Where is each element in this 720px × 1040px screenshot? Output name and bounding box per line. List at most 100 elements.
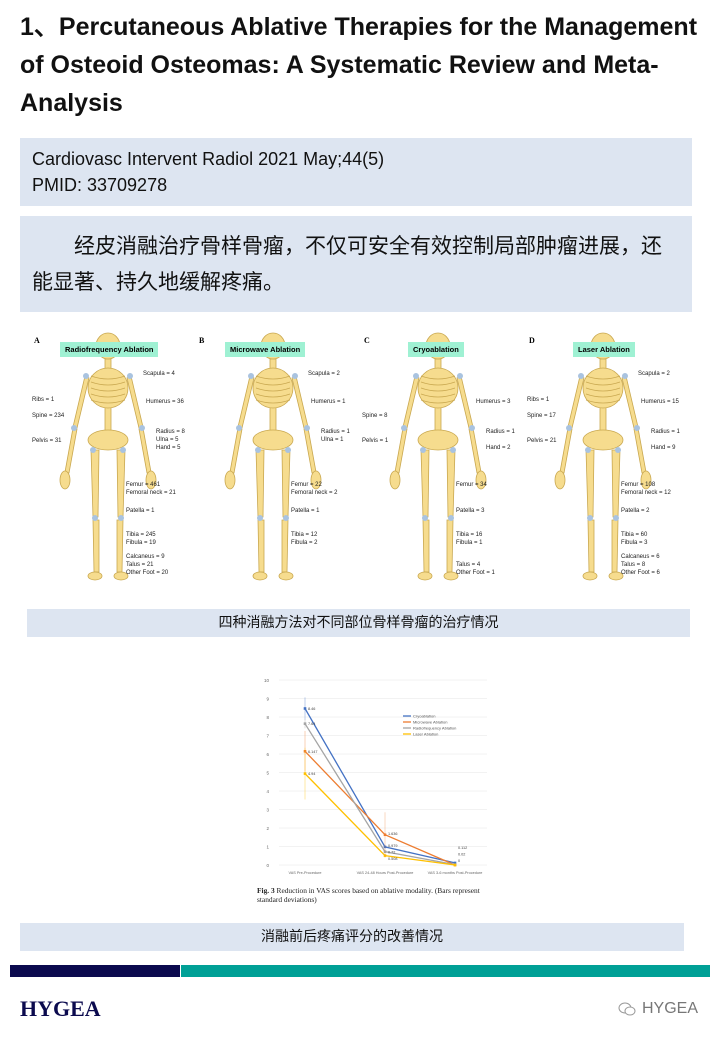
bone-label-patella: Patella = 1	[126, 508, 155, 514]
bone-label-humerus: Humerus = 3	[476, 399, 511, 405]
skeleton-panel-b: B Microwave Ablation Scapula = 2 Humerus = …	[193, 328, 358, 586]
panel-title: Cryoablation	[408, 342, 464, 357]
bone-label-radius: Radius = 1	[321, 429, 350, 435]
bone-label-hand: Hand = 5	[156, 445, 181, 451]
panel-title: Microwave Ablation	[225, 342, 306, 357]
bone-label-pelvis: Pelvis = 31	[32, 438, 62, 444]
series-line-3	[304, 773, 456, 866]
panel-title: Radiofrequency Ablation	[60, 342, 159, 357]
skeleton-illustration	[59, 332, 157, 581]
bone-label-hand: Hand = 9	[651, 445, 676, 451]
bone-label-calcaneus: Calcaneus = 6	[621, 554, 660, 560]
bone-label-fibula: Fibula = 1	[456, 540, 483, 546]
bone-label-scapula: Scapula = 4	[143, 371, 175, 377]
footer-bar-teal	[181, 965, 710, 977]
data-label: 0.112	[458, 846, 467, 850]
bone-label-ulna: Ulna = 1	[321, 437, 344, 443]
bone-label-other-foot: Other Foot = 20	[126, 570, 169, 576]
legend-entry: Laser Ablation	[413, 732, 438, 737]
skeleton-illustration	[224, 332, 322, 581]
data-label: 0	[458, 859, 460, 863]
data-point	[453, 863, 457, 867]
bone-label-femur: Femur = 22	[291, 482, 322, 488]
y-tick-label: 5	[266, 771, 269, 776]
x-tick-label: VAS 24-48 Hours Post-Procedure	[357, 871, 414, 875]
bone-label-radius: Radius = 1	[486, 429, 515, 435]
bone-label-talus: Talus = 8	[621, 562, 646, 568]
bone-label-ulna: Ulna = 5	[156, 437, 179, 443]
panel-letter: B	[199, 336, 205, 345]
x-tick-label: VAS 3-6 months Post-Procedure	[428, 871, 483, 875]
bone-label-spine: Spine = 234	[32, 413, 65, 419]
y-tick-label: 2	[266, 826, 269, 831]
bone-label-spine: Spine = 8	[362, 413, 388, 419]
bone-label-humerus: Humerus = 36	[146, 399, 184, 405]
series-line-2	[304, 723, 456, 866]
bone-label-femoral-neck: Femoral neck = 12	[621, 490, 671, 496]
y-tick-label: 1	[266, 845, 269, 850]
bone-label-scapula: Scapula = 2	[308, 371, 340, 377]
wechat-icon	[618, 1002, 636, 1016]
data-label: 0.72	[388, 851, 395, 855]
bone-label-tibia: Tibia = 16	[456, 532, 483, 538]
bone-label-tibia: Tibia = 12	[291, 532, 318, 538]
legend-entry: Cryoablation	[413, 714, 435, 719]
pmid: PMID: 33709278	[32, 175, 168, 195]
wechat-watermark: HYGEA	[617, 1000, 698, 1018]
bone-label-talus: Talus = 4	[456, 562, 481, 568]
bone-label-fibula: Fibula = 2	[291, 540, 318, 546]
panel-title: Laser Ablation	[573, 342, 635, 357]
legend-entry: Radiofrequency Ablation	[413, 726, 456, 731]
bone-label-femur: Femur = 34	[456, 482, 487, 488]
data-label: 6.147	[308, 750, 318, 754]
bone-label-femoral-neck: Femoral neck = 21	[126, 490, 176, 496]
bone-label-radius: Radius = 8	[156, 429, 185, 435]
fig3-label: Fig. 3	[257, 886, 275, 895]
series-line-1	[304, 750, 456, 866]
bone-label-pelvis: Pelvis = 1	[362, 438, 389, 444]
panel-letter: D	[529, 336, 535, 345]
bone-label-patella: Patella = 3	[456, 508, 485, 514]
vas-chart: 0 1 2 3 4 5 6 7 8 9 10 VAS Pre-Procedure VAS 24-48 H…	[255, 672, 490, 912]
bone-label-patella: Patella = 2	[621, 508, 650, 514]
bone-label-hand: Hand = 2	[486, 445, 511, 451]
figure2-caption: 消融前后疼痛评分的改善情况	[20, 923, 684, 951]
data-label: 4.94	[308, 772, 315, 776]
data-label: 0.02	[458, 853, 465, 857]
summary-box: 经皮消融治疗骨样骨瘤，不仅可安全有效控制局部肿瘤进展，还能显著、持久地缓解疼痛。	[20, 216, 692, 312]
y-tick-label: 7	[266, 734, 269, 739]
journal-citation: Cardiovasc Intervent Radiol 2021 May;44(…	[32, 149, 385, 169]
skeleton-panel-d: D Laser Ablation Scapula = 2 Ribs = 1 Humeru…	[523, 328, 688, 586]
skeleton-figure: A Radiofrequency Ablation Scapula = 4 Ribs …	[28, 328, 693, 586]
data-label: 8.46	[308, 707, 315, 711]
data-label: 7.64	[308, 722, 315, 726]
bone-label-other-foot: Other Foot = 6	[621, 570, 660, 576]
bone-label-pelvis: Pelvis = 21	[527, 438, 557, 444]
panel-letter: C	[364, 336, 370, 345]
watermark-text: HYGEA	[641, 1000, 698, 1017]
hygea-logo: HYGEA	[20, 996, 101, 1021]
bone-label-ribs: Ribs = 1	[32, 397, 55, 403]
y-tick-label: 10	[264, 678, 270, 683]
bone-label-other-foot: Other Foot = 1	[456, 570, 495, 576]
bone-label-humerus: Humerus = 15	[641, 399, 679, 405]
y-tick-label: 8	[266, 715, 269, 720]
bone-label-fibula: Fibula = 19	[126, 540, 156, 546]
bone-label-patella: Patella = 1	[291, 508, 320, 514]
skeleton-panel-c: C Cryoablation Humerus = 3 Spine = 8 Pelvis …	[358, 328, 523, 586]
data-label: 0.979	[388, 844, 398, 848]
citation-box: Cardiovasc Intervent Radiol 2021 May;44(…	[20, 138, 692, 206]
y-tick-label: 4	[266, 789, 269, 794]
bone-label-tibia: Tibia = 60	[621, 532, 648, 538]
figure1-caption: 四种消融方法对不同部位骨样骨瘤的治疗情况	[27, 609, 690, 637]
bone-label-femoral-neck: Femoral neck = 2	[291, 490, 338, 496]
data-label: 1.636	[388, 832, 398, 836]
bone-label-tibia: Tibia = 245	[126, 532, 156, 538]
y-tick-label: 6	[266, 752, 269, 757]
data-label: 0.508	[388, 857, 398, 861]
bone-label-scapula: Scapula = 2	[638, 371, 670, 377]
bone-label-humerus: Humerus = 1	[311, 399, 346, 405]
bone-label-talus: Talus = 21	[126, 562, 154, 568]
bone-label-spine: Spine = 17	[527, 413, 556, 419]
footer-bar-navy	[10, 965, 180, 977]
